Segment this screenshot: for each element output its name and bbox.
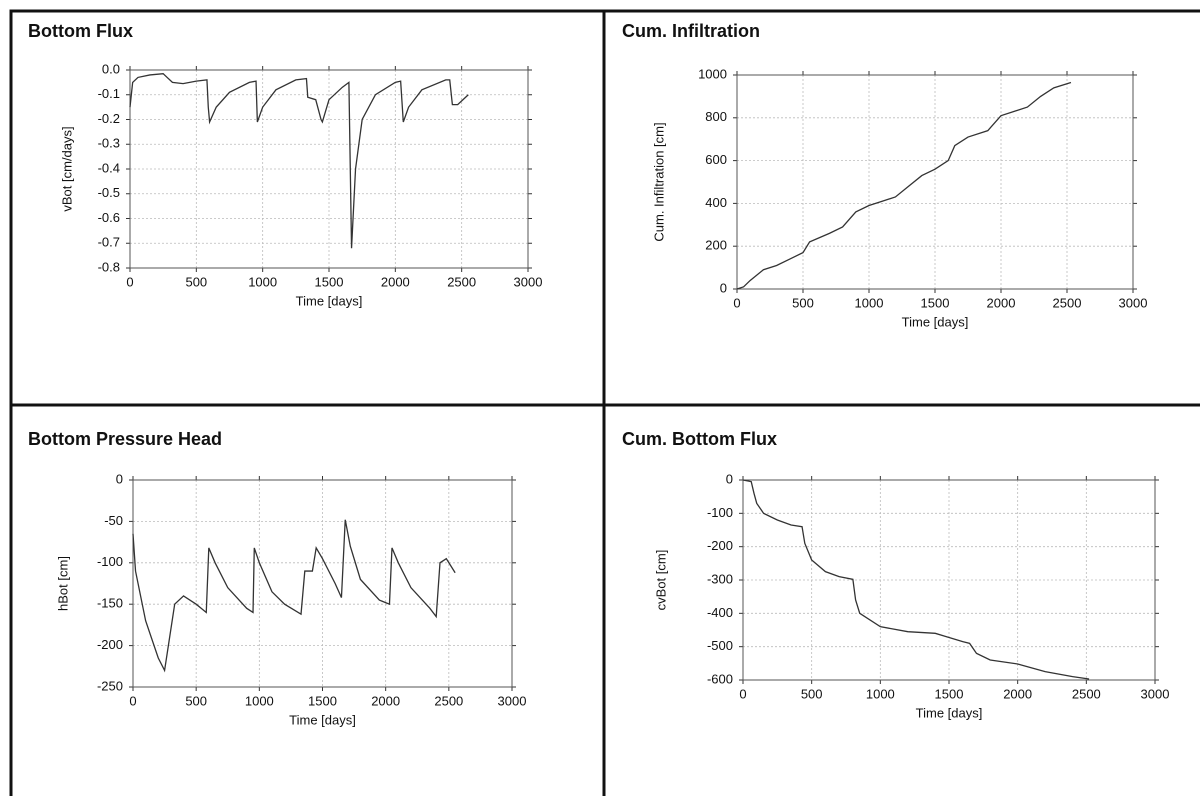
x-tick-label: 1500 — [308, 693, 337, 708]
x-axis-label: Time [days] — [289, 712, 356, 727]
chart-title: Bottom Flux — [28, 21, 133, 41]
x-tick-label: 1000 — [866, 686, 895, 701]
data-line — [132, 519, 456, 673]
chart-title: Bottom Pressure Head — [28, 429, 222, 449]
x-tick-label: 3000 — [1119, 295, 1148, 310]
x-tick-label: 0 — [129, 693, 136, 708]
y-tick-label: 1000 — [698, 66, 727, 81]
chart-title: Cum. Infiltration — [622, 21, 760, 41]
y-tick-label: -0.2 — [98, 111, 120, 126]
x-tick-label: 1000 — [248, 274, 277, 289]
y-tick-label: 0 — [116, 471, 123, 486]
x-tick-label: 500 — [801, 686, 823, 701]
chart-title: Cum. Bottom Flux — [622, 429, 777, 449]
plot-frame — [129, 69, 529, 269]
y-tick-label: 600 — [705, 152, 727, 167]
x-tick-label: 500 — [792, 295, 814, 310]
y-tick-label: -0.4 — [98, 160, 120, 175]
x-tick-label: 3000 — [498, 693, 527, 708]
x-tick-label: 2000 — [371, 693, 400, 708]
y-tick-label: -0.5 — [98, 185, 120, 200]
x-tick-label: 500 — [185, 693, 207, 708]
y-tick-label: -100 — [707, 505, 733, 520]
x-axis-label: Time [days] — [916, 705, 983, 720]
y-axis-label: vBot [cm/days] — [59, 126, 74, 211]
y-tick-label: -200 — [707, 538, 733, 553]
x-tick-label: 1500 — [315, 274, 344, 289]
y-axis-label: cvBot [cm] — [653, 550, 668, 611]
x-tick-label: 2500 — [447, 274, 476, 289]
y-tick-label: -0.6 — [98, 210, 120, 225]
x-tick-label: 3000 — [514, 274, 543, 289]
x-tick-label: 2500 — [1053, 295, 1082, 310]
y-tick-label: -0.8 — [98, 259, 120, 274]
x-tick-label: 1500 — [921, 295, 950, 310]
y-tick-label: 0.0 — [102, 61, 120, 76]
x-tick-label: 1500 — [935, 686, 964, 701]
x-tick-label: 2000 — [381, 274, 410, 289]
x-axis-label: Time [days] — [902, 314, 969, 329]
x-tick-label: 2500 — [1072, 686, 1101, 701]
y-tick-label: 0 — [720, 280, 727, 295]
plot-frame — [132, 479, 513, 688]
y-tick-label: -250 — [97, 678, 123, 693]
x-tick-label: 2000 — [987, 295, 1016, 310]
y-tick-label: -0.3 — [98, 136, 120, 151]
y-tick-label: 0 — [726, 471, 733, 486]
y-tick-label: -50 — [104, 513, 123, 528]
data-line — [129, 73, 469, 249]
y-tick-label: -100 — [97, 554, 123, 569]
x-tick-label: 1000 — [245, 693, 274, 708]
y-tick-label: 200 — [705, 238, 727, 253]
x-tick-label: 3000 — [1141, 686, 1170, 701]
x-tick-label: 0 — [739, 686, 746, 701]
data-line — [736, 81, 1072, 290]
y-tick-label: -150 — [97, 596, 123, 611]
x-tick-label: 0 — [733, 295, 740, 310]
y-tick-label: -600 — [707, 671, 733, 686]
x-tick-label: 2000 — [1003, 686, 1032, 701]
plot-frame — [736, 74, 1134, 290]
panel-border — [602, 403, 1200, 796]
y-tick-label: -300 — [707, 571, 733, 586]
y-tick-label: -200 — [97, 637, 123, 652]
data-line — [742, 479, 1090, 680]
plot-frame — [742, 479, 1156, 681]
x-tick-label: 2500 — [434, 693, 463, 708]
x-tick-label: 1000 — [855, 295, 884, 310]
y-axis-label: hBot [cm] — [55, 556, 70, 611]
y-tick-label: 800 — [705, 109, 727, 124]
x-axis-label: Time [days] — [296, 293, 363, 308]
y-tick-label: -0.7 — [98, 235, 120, 250]
y-axis-label: Cum. Infiltration [cm] — [651, 122, 666, 241]
y-tick-label: -500 — [707, 638, 733, 653]
y-tick-label: -0.1 — [98, 86, 120, 101]
y-tick-label: 400 — [705, 195, 727, 210]
x-tick-label: 0 — [126, 274, 133, 289]
y-tick-label: -400 — [707, 605, 733, 620]
x-tick-label: 500 — [185, 274, 207, 289]
